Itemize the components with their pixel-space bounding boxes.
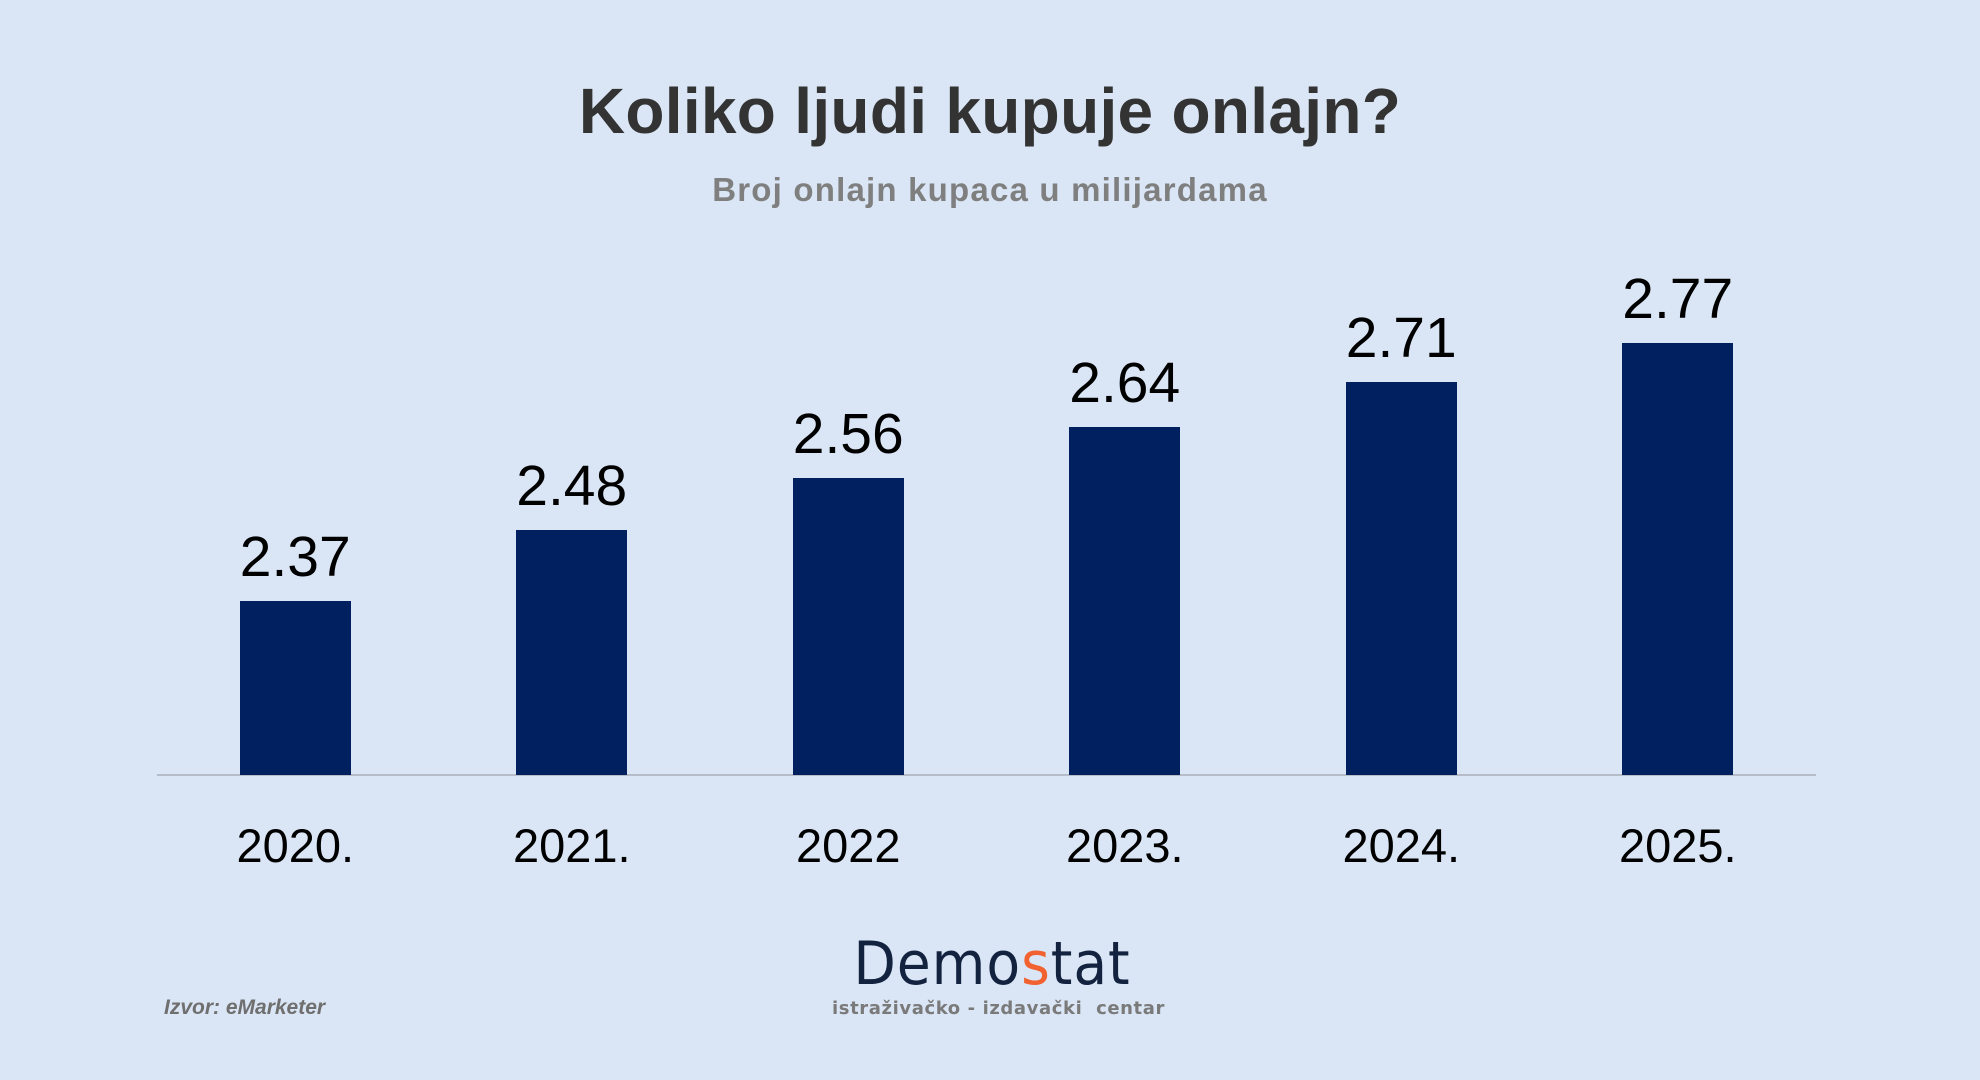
source-note: Izvor: eMarketer [164, 996, 326, 1019]
bar-group: 2.77 2025. [1540, 0, 1817, 1080]
bar [792, 478, 904, 775]
data-label: 2.71 [1345, 305, 1457, 370]
x-tick-label: 2020. [236, 819, 355, 872]
bar-group: 2.64 2023. [987, 0, 1264, 1080]
x-tick-label: 2025. [1618, 819, 1737, 872]
bar [1345, 381, 1457, 775]
demostat-logo: Demostat istraživačko - izdavački centar [832, 932, 1165, 1020]
chart-subtitle: Broj onlajn kupaca u milijardama [712, 171, 1268, 208]
bar [1069, 426, 1181, 775]
bar-group: 2.71 2024. [1263, 0, 1540, 1080]
data-label: 2.37 [239, 524, 351, 589]
bar-group: 2.48 2021. [434, 0, 711, 1080]
x-tick-label: 2021. [512, 819, 631, 872]
x-tick-label: 2022 [795, 819, 901, 872]
bar [516, 529, 628, 775]
logo-wordmark: Demostat [845, 932, 1139, 996]
logo-tagline: istraživačko - izdavački centar [832, 998, 1165, 1019]
logo-word-part1: Demo [853, 929, 1022, 999]
plot-area: 2.37 2020. 2.48 2021. 2.56 2022 2.64 2023. 2.71 2… [157, 0, 1816, 1080]
data-label: 2.48 [516, 453, 628, 518]
bar [1622, 342, 1734, 775]
x-axis-line [157, 774, 1816, 776]
bar [239, 600, 351, 775]
logo-word-part2: tat [1050, 929, 1131, 999]
x-tick-label: 2024. [1342, 819, 1461, 872]
bar-group: 2.56 2022 [710, 0, 987, 1080]
chart-title: Koliko ljudi kupuje onlajn? [578, 75, 1402, 147]
data-label: 2.64 [1069, 350, 1181, 415]
logo-word-accent: s [1021, 929, 1051, 999]
x-tick-label: 2023. [1065, 819, 1184, 872]
data-label: 2.77 [1622, 266, 1734, 331]
data-label: 2.56 [792, 402, 904, 467]
bar-group: 2.37 2020. [157, 0, 434, 1080]
